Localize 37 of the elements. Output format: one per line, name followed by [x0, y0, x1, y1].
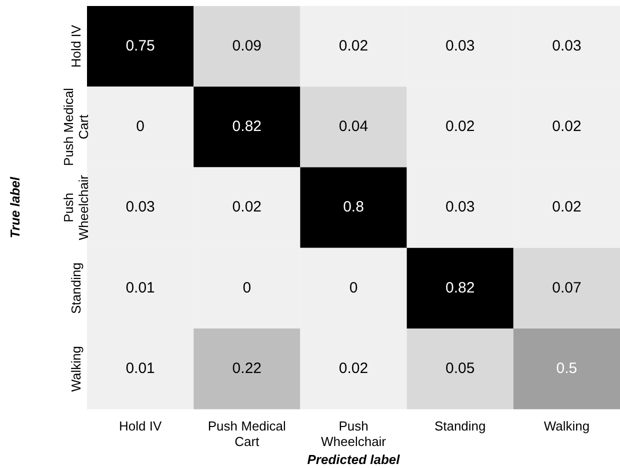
- data-label: 0.82: [446, 279, 475, 296]
- x-tick-label: Walking: [544, 418, 590, 434]
- data-label: 0.03: [126, 198, 155, 216]
- data-label: 0.75: [126, 37, 155, 54]
- data-label: 0.02: [338, 360, 368, 378]
- data-label: 0: [136, 118, 144, 136]
- data-label: 0.03: [552, 37, 582, 54]
- data-label: 0.5: [556, 360, 578, 378]
- data-label: 0.04: [338, 118, 368, 136]
- data-label: 0.82: [232, 118, 262, 136]
- data-label: 0.07: [552, 279, 582, 296]
- data-label: 0.01: [126, 360, 155, 378]
- x-tick-label: Push Wheelchair: [320, 418, 387, 450]
- x-axis-title: Predicted label: [307, 452, 400, 467]
- x-tick-label: Hold IV: [118, 418, 162, 434]
- data-label: 0.05: [446, 360, 475, 378]
- data-label: 0.02: [446, 118, 475, 136]
- data-label: 0.02: [338, 37, 368, 54]
- data-label: 0.02: [552, 118, 582, 136]
- y-tick-label: Push Medical Cart: [61, 88, 92, 166]
- y-tick-label: Hold IV: [68, 24, 84, 68]
- data-label: 0.02: [232, 198, 262, 216]
- data-label: 0.03: [446, 198, 475, 216]
- data-label: 0.02: [552, 198, 582, 216]
- data-label: 0.22: [232, 360, 262, 378]
- y-tick-label: Push Wheelchair: [61, 174, 92, 240]
- x-tick-label: Push Medical Cart: [208, 418, 286, 450]
- data-label: 0.01: [126, 279, 155, 296]
- data-label: 0.09: [232, 37, 262, 54]
- data-label: 0: [242, 279, 252, 296]
- y-axis-title: True label: [8, 176, 23, 238]
- x-tick-label: Standing: [434, 418, 486, 434]
- data-label: 0.8: [343, 198, 364, 216]
- y-tick-label: Standing: [68, 262, 84, 314]
- y-tick-label: Walking: [68, 346, 84, 392]
- data-label: 0.03: [446, 37, 475, 54]
- data-label: 0: [349, 279, 358, 296]
